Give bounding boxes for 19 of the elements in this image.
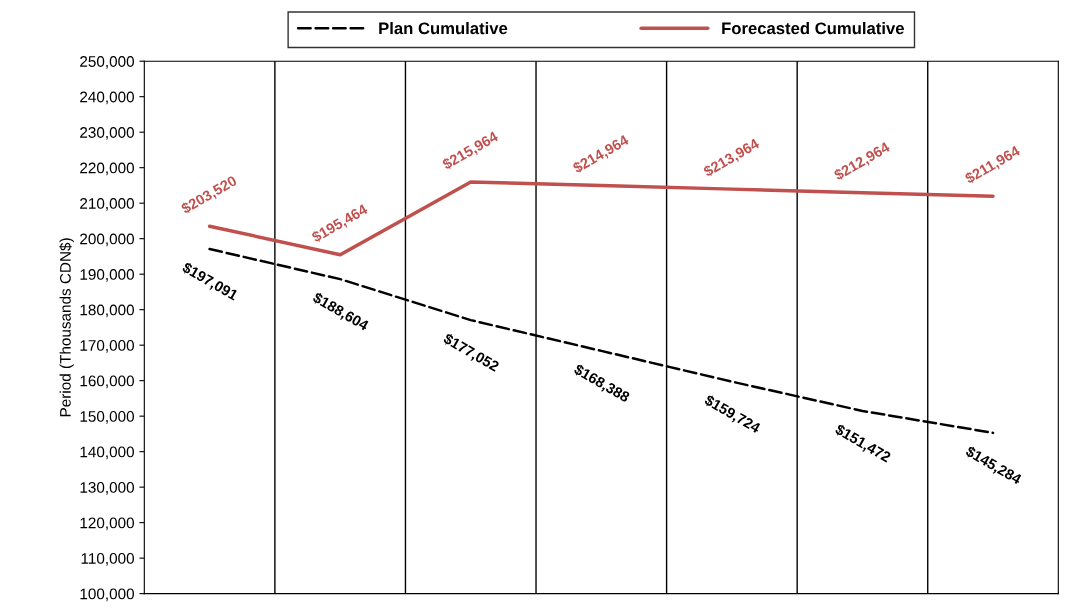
y-tick-label: 120,000	[80, 517, 134, 531]
y-tick-label: 220,000	[80, 162, 134, 176]
y-tick-label: 230,000	[80, 127, 134, 140]
legend-label: Forecasted Cumulative	[722, 22, 904, 35]
y-tick-label: 200,000	[80, 233, 134, 247]
y-tick-label: 110,000	[81, 553, 134, 566]
y-tick-label: 160,000	[80, 375, 134, 389]
y-tick-label: 130,000	[80, 482, 134, 495]
y-tick-label: 100,000	[80, 588, 134, 602]
y-tick-label: 180,000	[80, 304, 134, 318]
y-tick-label: 190,000	[80, 269, 134, 282]
y-tick-label: 150,000	[80, 411, 134, 424]
legend-label: Plan Cumulative	[379, 22, 508, 35]
y-tick-label: 250,000	[80, 56, 134, 69]
y-axis-title: Period (Thousands CDN$)	[59, 238, 74, 417]
y-tick-label: 170,000	[80, 340, 134, 353]
y-tick-label: 140,000	[80, 446, 134, 460]
y-tick-label: 240,000	[80, 91, 134, 105]
y-tick-label: 210,000	[80, 198, 134, 211]
